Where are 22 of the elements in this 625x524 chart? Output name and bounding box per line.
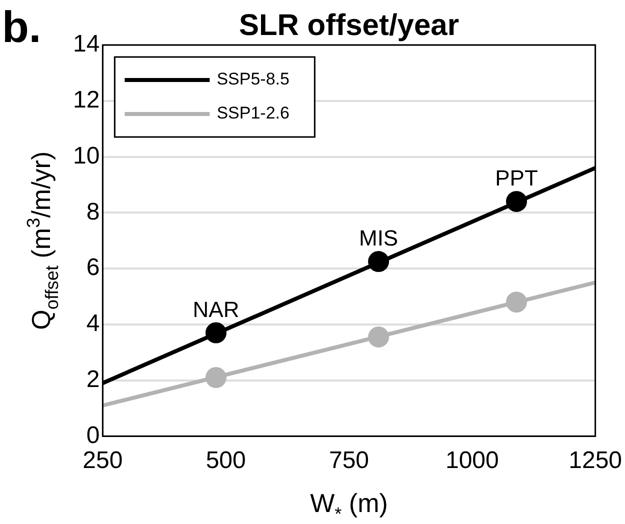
legend-label: SSP5-8.5 <box>216 70 290 89</box>
x-tick-label: 500 <box>206 447 246 474</box>
y-tick-label: 2 <box>86 366 100 393</box>
x-tick-label: 1000 <box>445 447 499 474</box>
x-tick-label: 250 <box>82 447 123 474</box>
annotation: PPT <box>495 165 538 190</box>
annotation: NAR <box>192 296 240 322</box>
text: b. <box>2 3 42 52</box>
x-tick-label: 1250 <box>568 447 622 474</box>
x-tick-label: 750 <box>328 447 370 474</box>
y-tick-label: 10 <box>72 142 100 170</box>
chart-title: SLR offset/year <box>238 9 460 42</box>
y-tick-label: 8 <box>86 198 100 226</box>
y-tick-label: 4 <box>86 310 100 338</box>
y-tick-label: 0 <box>86 422 100 449</box>
y-tick-label: 6 <box>86 254 100 282</box>
y-tick-label: 14 <box>72 30 100 58</box>
legend-label: SSP1-2.6 <box>216 104 290 123</box>
y-tick-label: 12 <box>72 86 100 114</box>
y-axis-title: Qoffset (m3/m/yr) <box>24 151 62 330</box>
x-axis-title: W* (m) <box>310 488 388 524</box>
annotation: MIS <box>358 226 398 251</box>
